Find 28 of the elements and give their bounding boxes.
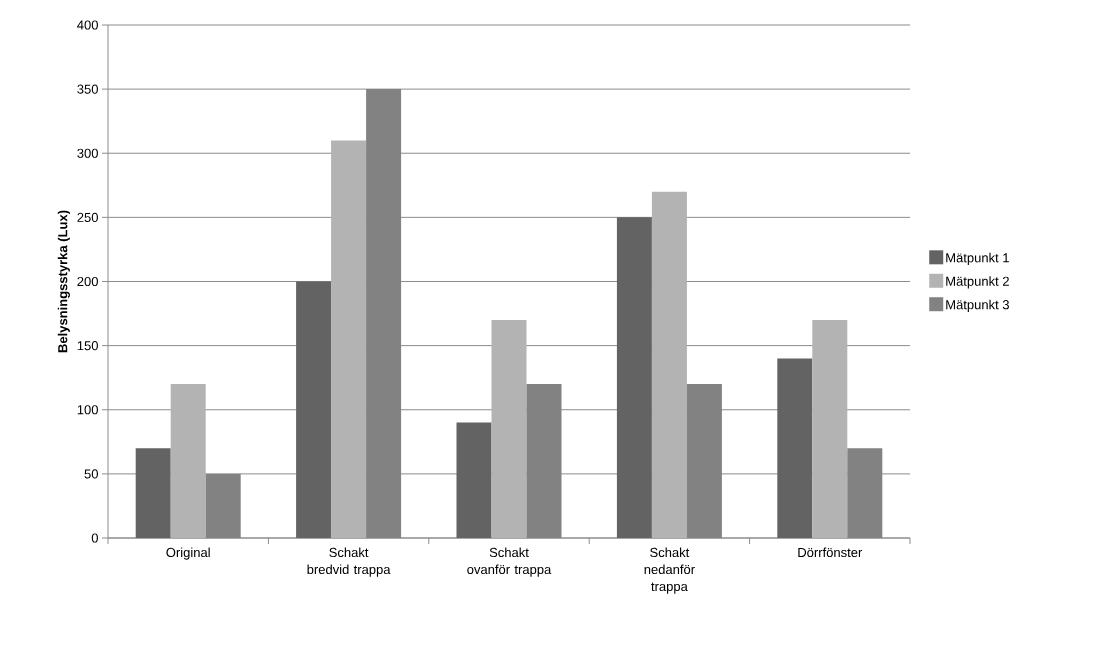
y-tick-label: 300 (77, 148, 98, 158)
y-tick-label: 150 (77, 341, 98, 351)
y-axis-title: Belysningsstyrka (Lux) (57, 210, 70, 353)
legend-label: Mätpunkt 2 (946, 276, 1009, 289)
x-tick-label: Schakt ovanför trappa (467, 547, 552, 577)
bar (777, 358, 813, 538)
y-tick-label: 250 (77, 212, 98, 222)
bar (616, 217, 652, 538)
y-tick-label: 200 (77, 276, 98, 287)
bar (456, 422, 492, 538)
bar (651, 191, 687, 538)
legend-label: Mätpunkt 1 (946, 252, 1009, 265)
x-tick-label: Dörrfönster (798, 547, 863, 558)
bar (491, 319, 527, 538)
x-tick-label: Original (166, 547, 210, 560)
bar (135, 448, 171, 538)
bar (331, 140, 367, 538)
bar (812, 319, 848, 538)
x-tick-label: Schakt bredvid trappa (307, 547, 391, 577)
y-tick-label: 50 (84, 469, 98, 479)
y-tick-label: 100 (77, 405, 98, 415)
legend-label: Mätpunkt 3 (946, 299, 1009, 312)
bar (170, 384, 206, 538)
x-tick-label: Schakt nedanför trappa (644, 547, 695, 594)
y-tick-label: 0 (91, 533, 98, 543)
y-tick-label: 350 (77, 84, 98, 94)
bar (296, 281, 332, 538)
y-tick-label: 400 (77, 20, 98, 30)
